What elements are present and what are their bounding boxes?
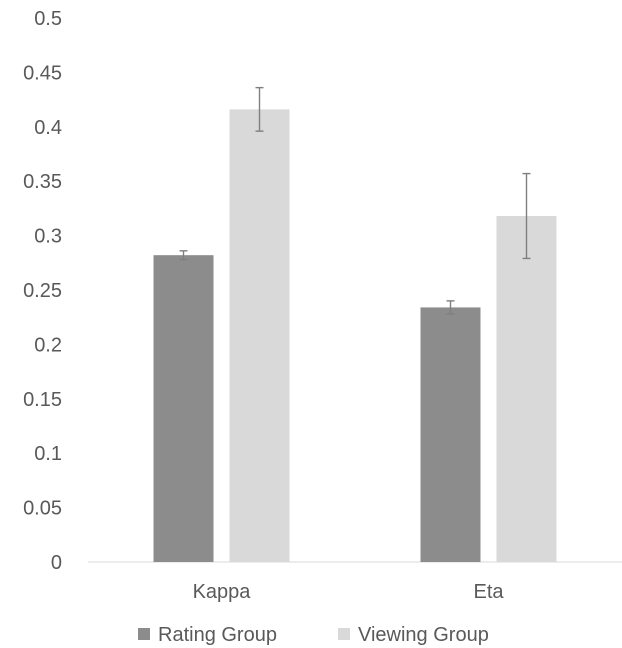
- y-tick-label: 0.3: [34, 226, 62, 248]
- legend-swatch: [338, 628, 350, 640]
- x-tick-label: Kappa: [193, 581, 252, 603]
- y-tick-label: 0.25: [23, 280, 62, 302]
- bar-rating-group-kappa: [153, 255, 214, 562]
- bar-viewing-group-kappa: [229, 109, 290, 562]
- error-bar: [179, 250, 188, 261]
- error-bar: [255, 86, 264, 132]
- y-tick-label: 0.15: [23, 389, 62, 411]
- y-tick-label: 0.5: [34, 8, 62, 30]
- x-axis-tick-labels: Kappa Eta: [193, 581, 505, 603]
- error-bar: [522, 172, 531, 260]
- y-tick-label: 0.45: [23, 62, 62, 84]
- legend-item: Rating Group: [138, 624, 277, 646]
- bar-viewing-group-eta: [496, 216, 557, 563]
- y-axis: 0 0.05 0.1 0.15 0.2 0.25 0.3 0.35 0.4 0.45 0.5: [23, 8, 62, 574]
- error-bar: [446, 300, 455, 315]
- legend-label: Viewing Group: [358, 624, 489, 646]
- legend-label: Rating Group: [158, 624, 277, 646]
- bars: [153, 109, 557, 563]
- y-tick-label: 0.1: [34, 443, 62, 465]
- legend: Rating Group Viewing Group: [138, 624, 489, 646]
- x-tick-label: Eta: [473, 581, 504, 603]
- error-bars: [179, 86, 531, 315]
- y-tick-label: 0.35: [23, 171, 62, 193]
- legend-swatch: [138, 628, 150, 640]
- y-tick-label: 0: [51, 552, 62, 574]
- bar-rating-group-eta: [420, 307, 481, 562]
- legend-item: Viewing Group: [338, 624, 489, 646]
- y-tick-label: 0.05: [23, 498, 62, 520]
- y-tick-label: 0.4: [34, 117, 62, 139]
- y-tick-label: 0.2: [34, 334, 62, 356]
